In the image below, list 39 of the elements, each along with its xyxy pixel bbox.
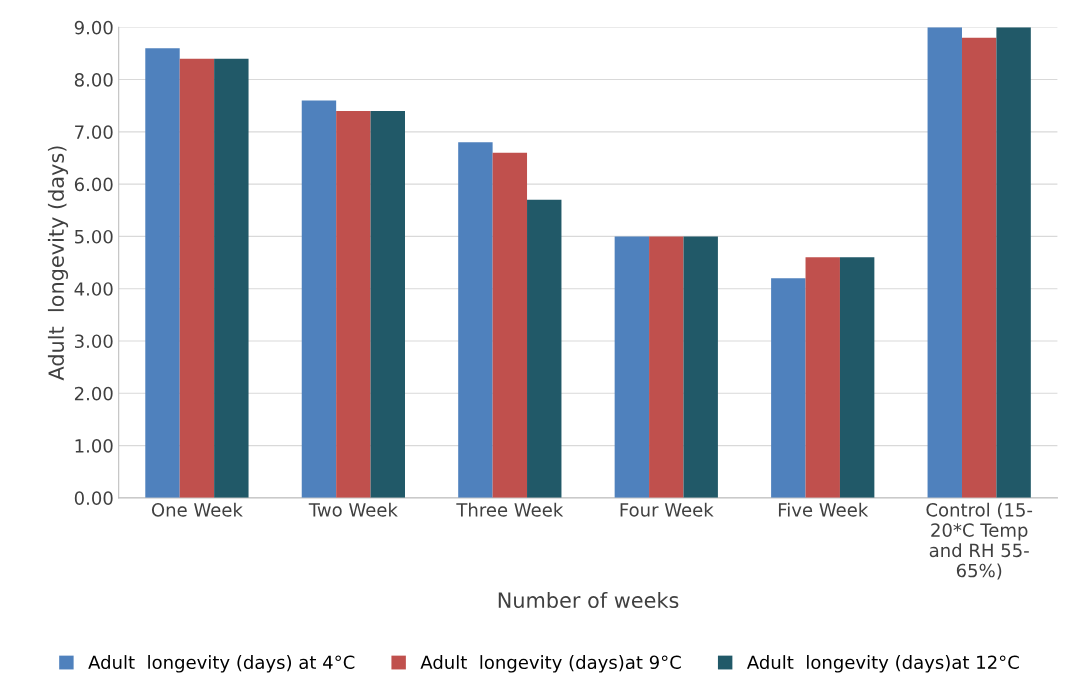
bar	[527, 199, 562, 498]
y-tick-label: 3.00	[75, 334, 113, 349]
x-tick-label: Two Week	[308, 502, 398, 517]
bar	[214, 58, 249, 498]
bar	[927, 27, 962, 498]
x-tick-label: Four Week	[620, 502, 714, 517]
y-tick-label: 7.00	[75, 125, 113, 139]
y-tick-label: 9.00	[74, 20, 113, 35]
y-tick-label: 8.00	[74, 73, 113, 87]
bar	[179, 58, 215, 498]
bar	[301, 100, 337, 498]
bar	[771, 278, 806, 498]
bar	[961, 37, 997, 498]
bar	[649, 236, 684, 498]
y-tick-label: 1.00	[75, 439, 113, 453]
x-axis-title: Number of weeks	[498, 591, 679, 609]
bar	[370, 110, 405, 498]
x-tick-label: Three Week	[456, 502, 564, 517]
bar	[805, 257, 840, 498]
legend-label: Adult longevity (days)at 12°C	[746, 655, 1019, 673]
bar	[458, 142, 493, 498]
bar	[336, 110, 371, 498]
bar	[614, 236, 650, 498]
y-tick-label: 4.00	[74, 282, 113, 296]
bar	[145, 48, 180, 498]
y-tick-label: 0.00	[74, 491, 113, 505]
x-tick-label: Control (15- 20*C Temp and RH 55- 65%)	[926, 502, 1033, 580]
y-tick-label: 2.00	[74, 386, 113, 401]
x-tick-label: Five Week	[778, 502, 869, 517]
bar	[996, 27, 1031, 498]
legend-label: Adult longevity (days) at 4°C	[88, 655, 355, 673]
y-tick-label: 6.00	[74, 177, 113, 192]
bar	[839, 257, 875, 498]
bar	[492, 152, 528, 498]
y-tick-label: 5.00	[75, 229, 113, 244]
x-tick-label: One Week	[151, 502, 243, 517]
bar	[683, 236, 718, 498]
legend-label: Adult longevity (days)at 9°C	[420, 655, 681, 673]
y-axis-title: Adult longevity (days)	[47, 146, 69, 381]
